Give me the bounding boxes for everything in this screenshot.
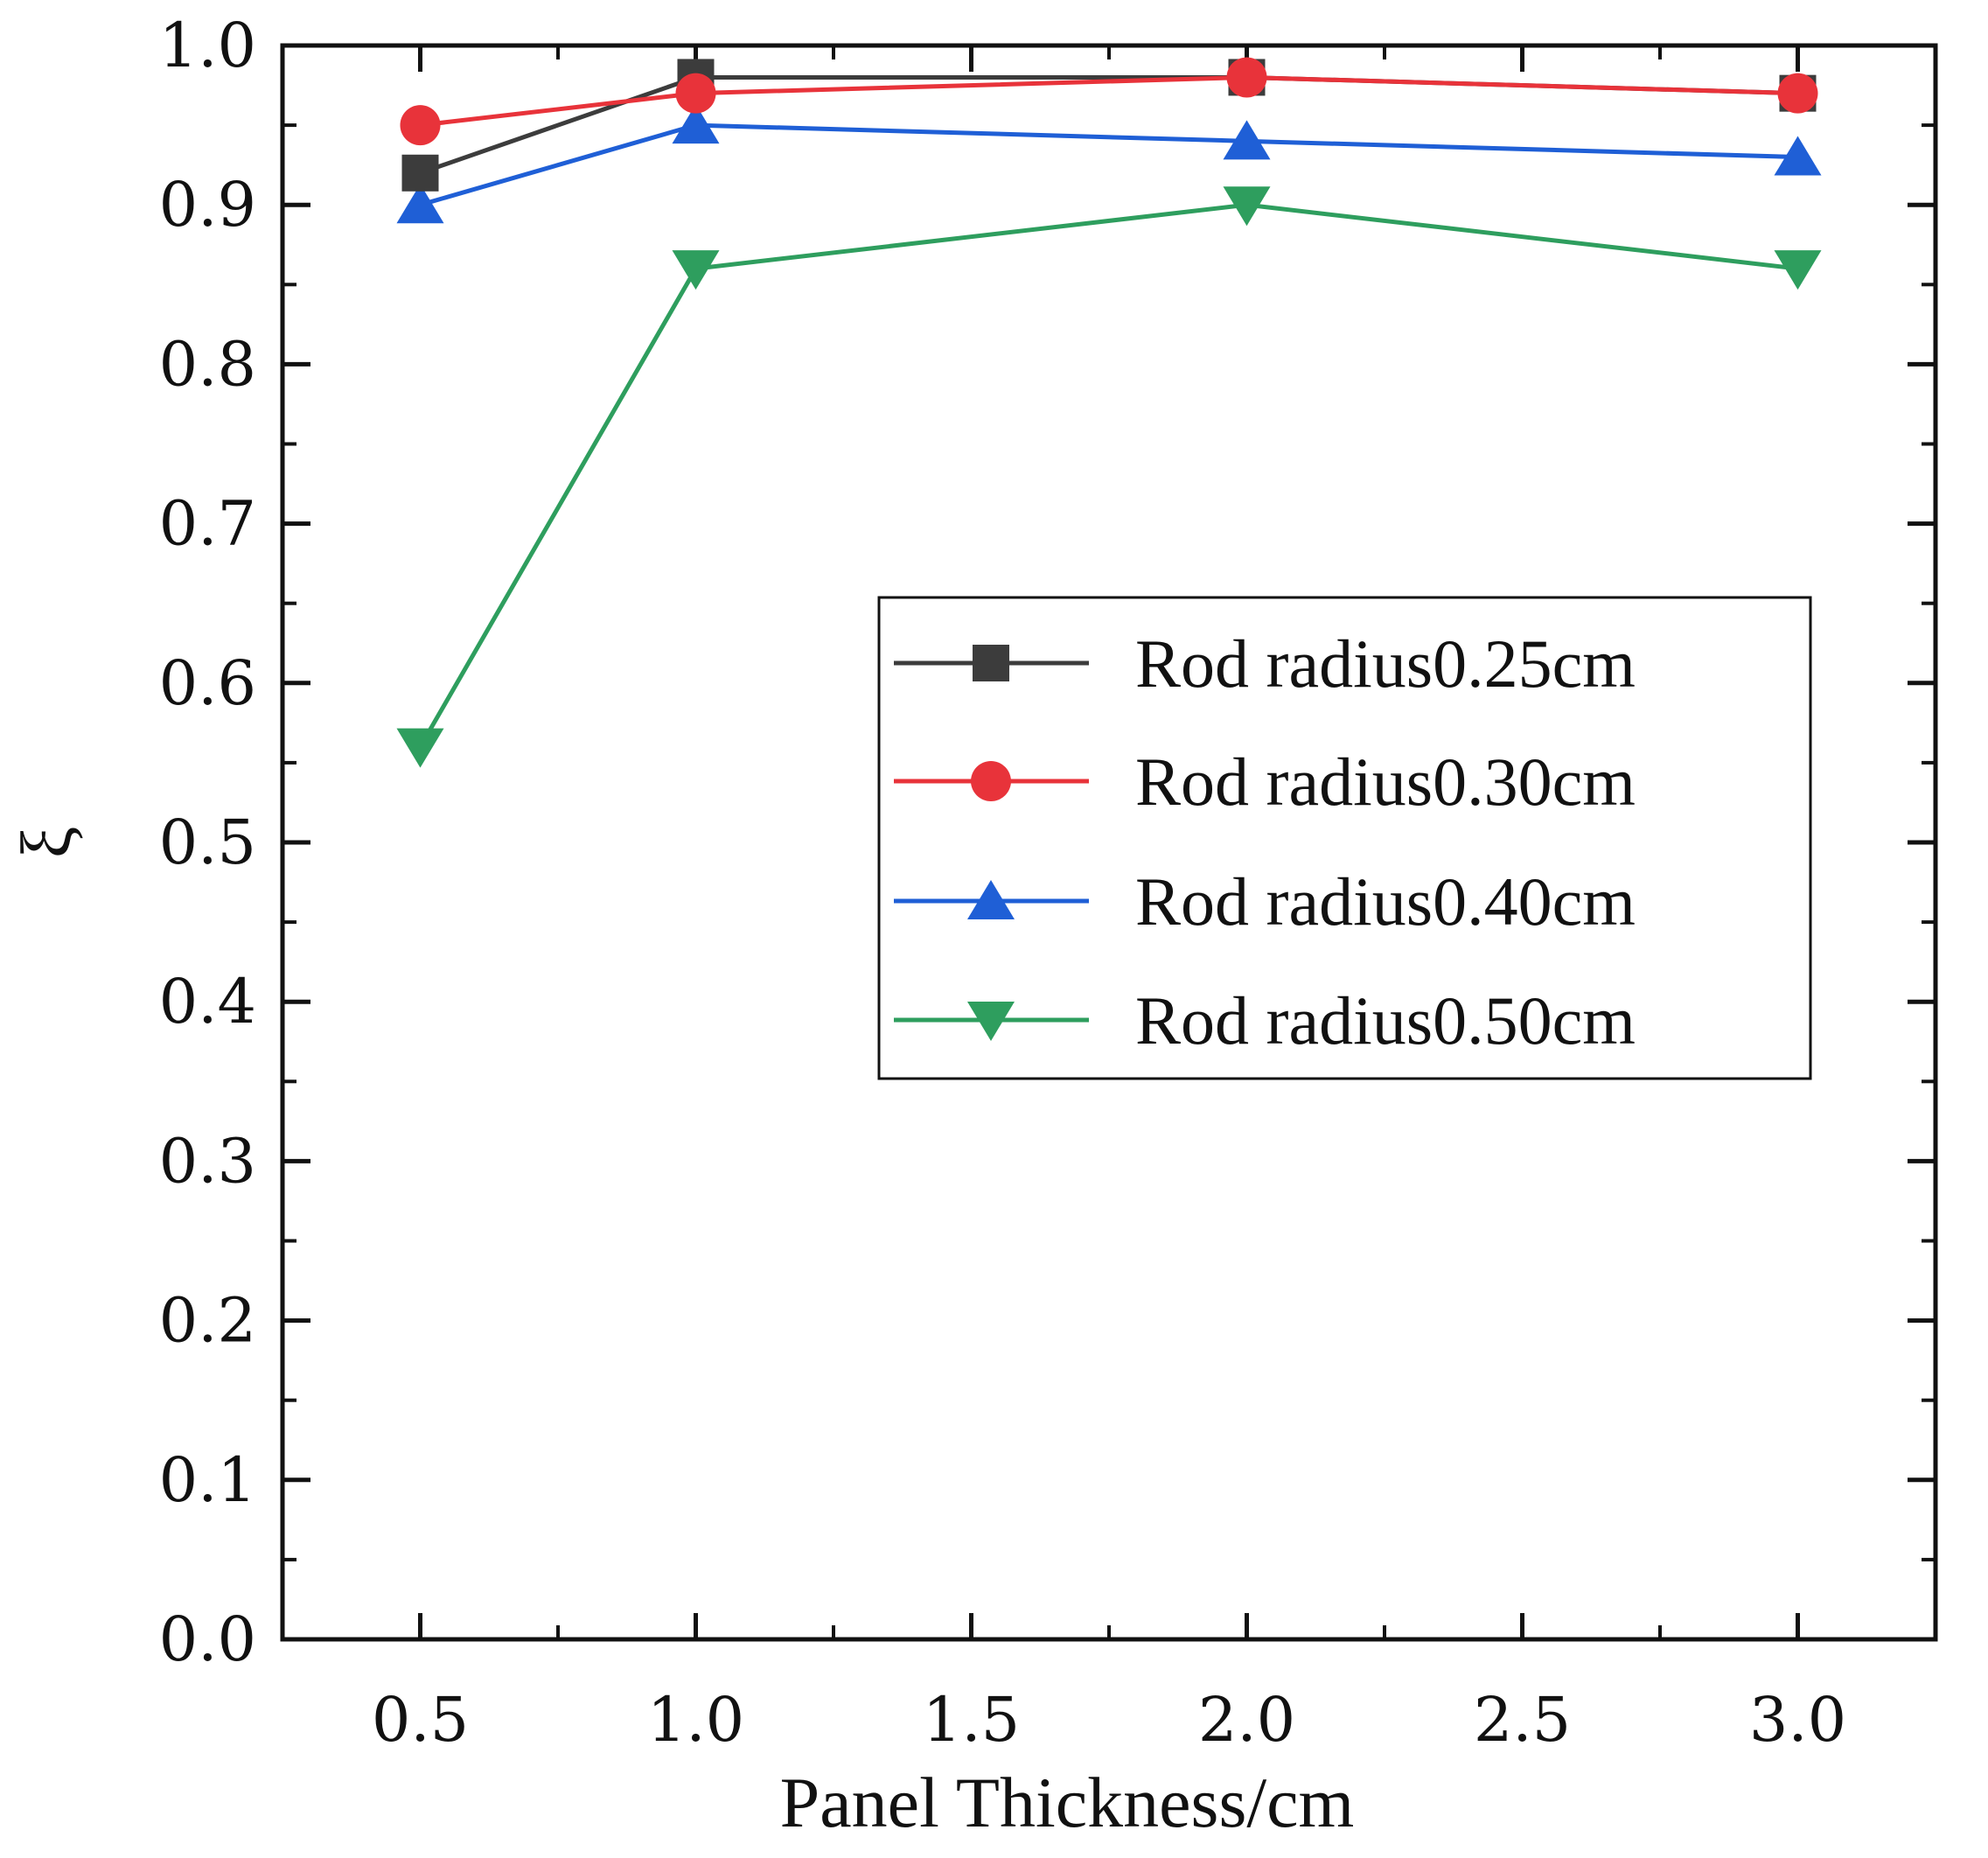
x-tick-labels: 0.5 1.0 1.5 2.0 2.5 3.0	[372, 1684, 1846, 1756]
data-point	[675, 73, 716, 114]
legend-entry: Rod radius0.25cm	[894, 625, 1636, 702]
series-line	[418, 202, 1798, 748]
series-4	[396, 186, 1822, 768]
legend-label: Rod radius0.25cm	[1135, 625, 1636, 702]
data-point	[401, 154, 439, 192]
legend-entry: Rod radius0.40cm	[894, 863, 1636, 939]
y-tick-label: 0.5	[159, 807, 256, 878]
data-point	[396, 184, 444, 224]
data-point	[672, 104, 720, 144]
legend-marker	[973, 645, 1009, 681]
y-tick-label: 0.9	[159, 169, 256, 241]
y-tick-label: 0.3	[159, 1125, 256, 1197]
legend-entry: Rod radius0.50cm	[894, 982, 1636, 1058]
legend-entry: Rod radius0.30cm	[894, 744, 1636, 820]
data-point	[1223, 186, 1271, 227]
y-tick-label: 1.0	[159, 10, 256, 81]
data-point	[1777, 73, 1818, 114]
data-point	[400, 105, 441, 146]
y-tick-label: 0.8	[159, 328, 256, 400]
series-line	[419, 122, 1798, 207]
y-tick-label: 0.0	[159, 1603, 256, 1675]
series-2	[400, 57, 1818, 146]
legend-marker	[967, 880, 1015, 919]
x-tick-label: 2.0	[1198, 1684, 1295, 1756]
data-point	[396, 728, 444, 768]
data-point	[1774, 250, 1822, 290]
x-tick-label: 0.5	[372, 1684, 469, 1756]
legend-label: Rod radius0.30cm	[1135, 744, 1636, 820]
x-tick-label: 3.0	[1749, 1684, 1846, 1756]
y-tick-label: 0.6	[159, 647, 256, 719]
series-line	[420, 74, 1798, 128]
x-axis-title: Panel Thickness/cm	[780, 1763, 1355, 1842]
y-axis-title: ξ	[6, 827, 86, 859]
legend-box	[877, 596, 1812, 1080]
y-tick-label: 0.1	[159, 1444, 256, 1516]
legend-label: Rod radius0.40cm	[1135, 863, 1636, 939]
x-tick-label: 1.0	[647, 1684, 744, 1756]
series-3	[396, 104, 1822, 224]
data-point	[1226, 57, 1267, 98]
series-group	[396, 57, 1822, 768]
data-point	[672, 250, 720, 290]
x-tick-label: 2.5	[1474, 1684, 1571, 1756]
data-point	[1223, 120, 1271, 160]
y-tick-label: 0.2	[159, 1285, 256, 1357]
legend: Rod radius0.25cm Rod radius0.30cm Rod radi…	[877, 596, 1812, 1080]
x-tick-label: 1.5	[923, 1684, 1020, 1756]
legend-marker	[967, 1002, 1015, 1041]
legend-marker	[971, 761, 1011, 801]
y-tick-label: 0.4	[159, 966, 256, 1037]
series-line	[419, 74, 1798, 176]
series-1	[401, 59, 1817, 192]
y-tick-label: 0.7	[159, 488, 256, 560]
y-tick-marks	[283, 43, 1936, 1642]
data-point	[1774, 136, 1822, 176]
legend-label: Rod radius0.50cm	[1135, 982, 1636, 1058]
y-tick-labels: 0.0 0.1 0.2 0.3 0.4 0.5 0.6 0.7 0.8 0.9 1.0	[159, 10, 256, 1675]
